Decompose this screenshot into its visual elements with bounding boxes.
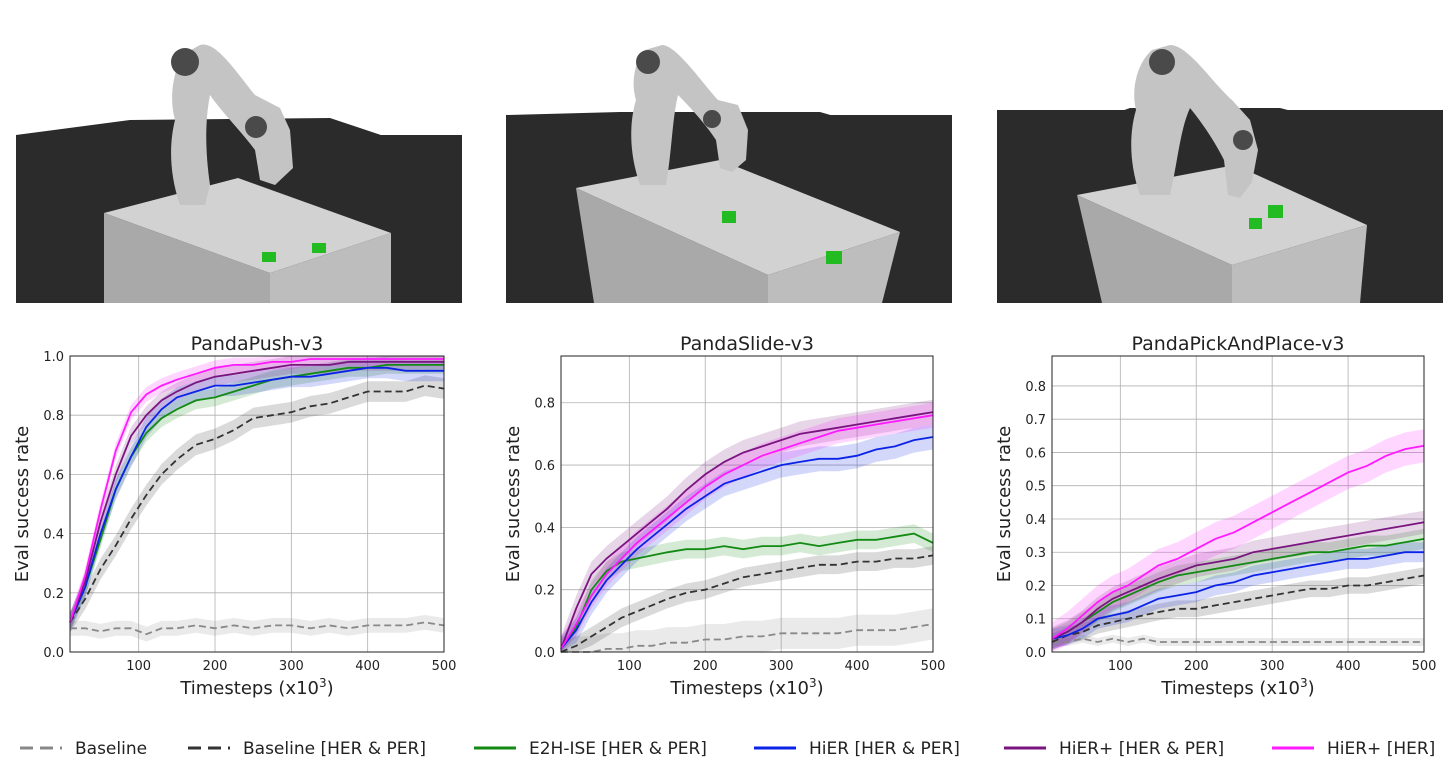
legend-item: HiER [HER & PER] [754,739,960,759]
confidence-band [561,546,933,652]
series-line [1051,538,1425,640]
confidence-band [561,399,933,652]
y-tick-label: 0.4 [534,521,555,536]
series-line [70,621,445,636]
x-tick-label: 500 [921,659,946,674]
y-tick-label: 0.8 [43,409,64,424]
x-tick-label: 200 [1184,659,1209,674]
series-line [560,411,934,650]
series-line [69,384,445,623]
legend-label: E2H-ISE [HER & PER] [529,739,707,759]
y-tick-label: 0.5 [1025,480,1046,495]
plot-area [70,356,444,652]
legend-label: Baseline [HER & PER] [243,739,426,759]
chart-panel-2: 100 200 300 400 500 0.0 0.2 0.4 0.6 0.8 PandaSlide… [503,333,945,699]
y-tick-label: 0.1 [1025,613,1046,628]
y-tick-label: 0.4 [43,528,64,543]
x-tick-label: 200 [693,659,718,674]
plot-frame [560,355,934,653]
series-line [1051,521,1425,640]
chart-panel-1: 100 200 300 400 500 0.0 0.2 0.4 0.6 0.8 1.0 PandaPu… [12,333,456,699]
chart-title: PandaPush-v3 [191,333,324,355]
plot-frame [1051,355,1425,653]
confidence-band [561,524,933,652]
confidence-band [1052,528,1424,649]
x-axis-title: Timesteps (x103) [1160,676,1314,699]
confidence-band [70,356,444,632]
legend-item: HiER+ [HER & PER] [1004,739,1224,759]
y-tick-label: 0.6 [43,468,64,483]
legend-label: HiER+ [HER & PER] [1059,739,1224,759]
plot-area [1052,356,1424,652]
series-line [1051,574,1425,643]
confidence-band [1052,429,1424,652]
confidence-band [70,375,444,633]
panda-push-scene-icon [16,44,462,303]
plot-area [561,356,933,652]
x-tick-label: 400 [355,659,380,674]
confidence-band [561,608,933,652]
y-tick-label: 0.6 [1025,446,1046,461]
legend-label: HiER+ [HER] [1327,739,1435,759]
y-axis-title: Eval success rate [503,426,524,582]
y-tick-label: 0.8 [1025,380,1046,395]
series-line [1051,444,1425,640]
confidence-band [561,424,933,652]
confidence-band [1052,510,1424,651]
panda-slide-scene-icon [506,45,952,303]
y-tick-label: 0.2 [43,587,64,602]
y-tick-label: 0.8 [534,397,555,412]
x-tick-label: 300 [1260,659,1285,674]
x-axis-title: Timesteps (x103) [669,676,823,699]
x-tick-label: 400 [1336,659,1361,674]
legend-item: Baseline [20,739,147,759]
series-line [560,554,934,653]
y-axis-title: Eval success rate [994,426,1015,582]
y-tick-label: 0.3 [1025,546,1046,561]
plot-frame [69,355,445,653]
legend-item: Baseline [HER & PER] [188,739,426,759]
x-tick-label: 300 [769,659,794,674]
confidence-band [1052,567,1424,651]
panda-pick-and-place-scene-icon [997,45,1443,303]
y-axis-title: Eval success rate [12,426,33,582]
chart-title: PandaPickAndPlace-v3 [1131,333,1344,355]
series-line [1051,551,1424,640]
y-tick-label: 0.0 [1025,646,1046,661]
y-tick-label: 1.0 [43,350,64,365]
x-tick-label: 200 [203,659,228,674]
y-tick-label: 0.2 [534,584,555,599]
confidence-band [1052,634,1424,646]
x-tick-label: 100 [126,659,151,674]
confidence-band [561,402,933,652]
x-tick-label: 500 [432,659,457,674]
x-tick-label: 400 [845,659,870,674]
legend-label: HiER [HER & PER] [809,739,960,759]
y-tick-label: 0.0 [43,646,64,661]
series-line [69,358,444,623]
y-tick-label: 0.4 [1025,513,1046,528]
series-line [560,436,934,650]
y-tick-label: 0.7 [1025,413,1046,428]
x-tick-label: 500 [1412,659,1437,674]
y-tick-label: 0.6 [534,459,555,474]
x-tick-label: 100 [617,659,642,674]
x-tick-label: 300 [279,659,304,674]
legend-item: HiER+ [HER] [1272,739,1435,759]
legend-label: Baseline [75,739,147,759]
legend: Baseline Baseline [HER & PER] E2H-ISE [HER… [20,739,1435,759]
series-line [69,366,444,623]
chart-title: PandaSlide-v3 [680,333,814,355]
legend-item: E2H-ISE [HER & PER] [474,739,707,759]
y-tick-label: 0.0 [534,646,555,661]
series-line [69,360,444,623]
chart-panel-3: 100 200 300 400 500 0.0 0.1 0.2 0.3 0.4 0.5 0.6 0.7 0… [994,333,1436,699]
series-line [560,414,934,650]
y-tick-label: 0.2 [1025,579,1046,594]
x-axis-title: Timesteps (x103) [179,676,333,699]
x-tick-label: 100 [1108,659,1133,674]
confidence-band [1052,542,1424,649]
